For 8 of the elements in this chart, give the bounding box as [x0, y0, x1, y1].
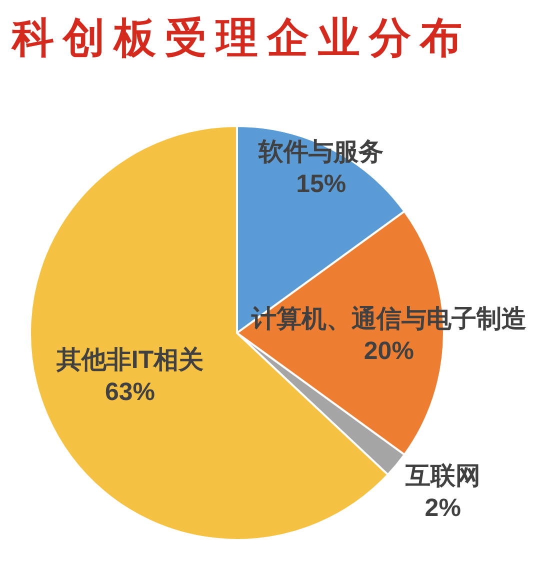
- slice-label: 互联网: [404, 462, 480, 490]
- chart-title: 科创板受理企业分布: [11, 13, 471, 62]
- slice-label: 其他非IT相关: [55, 346, 204, 374]
- slice-label: 软件与服务: [258, 138, 384, 166]
- data-label: 63%: [105, 378, 156, 406]
- data-label: 2%: [424, 494, 461, 522]
- data-label: 15%: [296, 170, 346, 198]
- data-label: 20%: [364, 336, 414, 365]
